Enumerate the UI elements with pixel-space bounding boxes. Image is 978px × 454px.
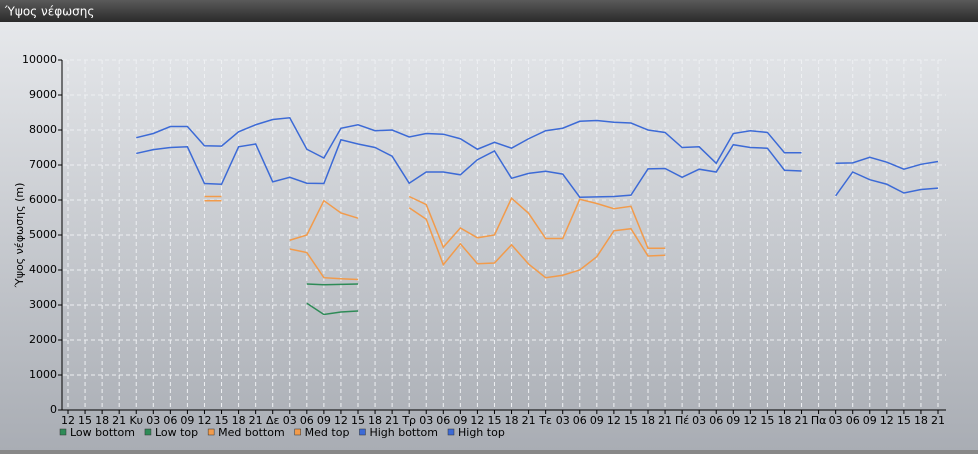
x-tick-label: 18 — [777, 414, 791, 427]
legend-swatch — [144, 428, 152, 436]
x-tick-label: 03 — [556, 414, 570, 427]
x-tick-label: 03 — [692, 414, 706, 427]
series-line — [306, 302, 359, 316]
legend-swatch — [294, 428, 301, 436]
x-tick-label: 06 — [709, 414, 723, 427]
x-tick-label: 15 — [897, 414, 911, 427]
x-tick-label: 18 — [505, 414, 519, 427]
series-line — [408, 207, 666, 279]
legend-label: Med top — [305, 426, 350, 439]
legend-swatch — [447, 428, 455, 436]
x-tick-label: 15 — [760, 414, 774, 427]
x-tick-label: 09 — [180, 414, 194, 427]
x-tick-label: 09 — [590, 414, 604, 427]
x-tick-label: 21 — [658, 414, 672, 427]
x-tick-label: 18 — [232, 414, 246, 427]
y-tick-label: 10000 — [22, 53, 57, 66]
legend-label: High top — [458, 426, 505, 439]
y-tick-label: 3000 — [29, 298, 57, 311]
x-tick-label: 09 — [453, 414, 467, 427]
x-tick-label: 09 — [317, 414, 331, 427]
x-tick-label: Τε — [538, 414, 552, 427]
y-tick-label: 0 — [50, 403, 57, 416]
x-tick-label: 21 — [249, 414, 263, 427]
legend-label: High bottom — [369, 426, 438, 439]
series-line — [835, 156, 939, 170]
y-tick-label: 4000 — [29, 263, 57, 276]
x-tick-label: 06 — [846, 414, 860, 427]
legend-label: Low bottom — [70, 426, 135, 439]
x-tick-label: 18 — [368, 414, 382, 427]
x-tick-label: 03 — [283, 414, 297, 427]
y-axis-label: Ύψος νέφωσης (m) — [13, 183, 26, 289]
x-tick-label: 06 — [436, 414, 450, 427]
series-line — [835, 171, 939, 197]
series-line — [408, 195, 666, 250]
legend-label: Med bottom — [218, 426, 285, 439]
x-tick-label: 12 — [197, 414, 211, 427]
x-tick-label: 09 — [726, 414, 740, 427]
series-line — [136, 138, 802, 198]
x-tick-label: 21 — [385, 414, 399, 427]
x-tick-label: 03 — [419, 414, 433, 427]
x-tick-label: 12 — [743, 414, 757, 427]
x-tick-label: 21 — [795, 414, 809, 427]
y-tick-label: 6000 — [29, 193, 57, 206]
x-tick-label: 15 — [624, 414, 638, 427]
x-tick-label: Δε — [266, 414, 280, 427]
y-tick-label: 2000 — [29, 333, 57, 346]
x-tick-label: Πέ — [675, 414, 689, 427]
y-tick-label: 1000 — [29, 368, 57, 381]
x-tick-label: 03 — [829, 414, 843, 427]
y-tick-label: 9000 — [29, 88, 57, 101]
x-tick-label: Τρ — [401, 414, 416, 427]
x-tick-label: 18 — [95, 414, 109, 427]
series-line — [289, 199, 359, 241]
y-tick-label: 5000 — [29, 228, 57, 241]
series-line — [136, 116, 802, 165]
x-tick-label: 15 — [215, 414, 229, 427]
x-tick-label: 12 — [607, 414, 621, 427]
x-tick-label: 03 — [146, 414, 160, 427]
legend-swatch — [59, 428, 67, 436]
x-tick-label: Κυ — [129, 414, 143, 427]
legend-swatch — [207, 428, 215, 436]
y-tick-label: 8000 — [29, 123, 57, 136]
x-tick-label: 06 — [573, 414, 587, 427]
x-tick-label: 09 — [863, 414, 877, 427]
x-tick-label: 12 — [334, 414, 348, 427]
x-tick-label: 18 — [641, 414, 655, 427]
x-tick-label: 21 — [522, 414, 536, 427]
x-tick-label: 12 — [880, 414, 894, 427]
x-tick-label: 12 — [61, 414, 75, 427]
x-tick-label: 15 — [487, 414, 501, 427]
x-tick-label: Πα — [811, 414, 827, 427]
series-line — [306, 283, 359, 286]
x-tick-label: 12 — [470, 414, 484, 427]
chart-title: Ύψος νέφωσης — [4, 5, 94, 19]
x-tick-label: 21 — [112, 414, 126, 427]
legend-label: Low top — [155, 426, 198, 439]
title-bar — [0, 0, 978, 22]
x-tick-label: 18 — [914, 414, 928, 427]
series-line — [289, 248, 359, 281]
legend-swatch — [359, 428, 366, 436]
x-tick-label: 15 — [78, 414, 92, 427]
y-tick-label: 7000 — [29, 158, 57, 171]
x-tick-label: 06 — [300, 414, 314, 427]
x-tick-label: 15 — [351, 414, 365, 427]
x-tick-label: 21 — [931, 414, 945, 427]
x-tick-label: 06 — [163, 414, 177, 427]
